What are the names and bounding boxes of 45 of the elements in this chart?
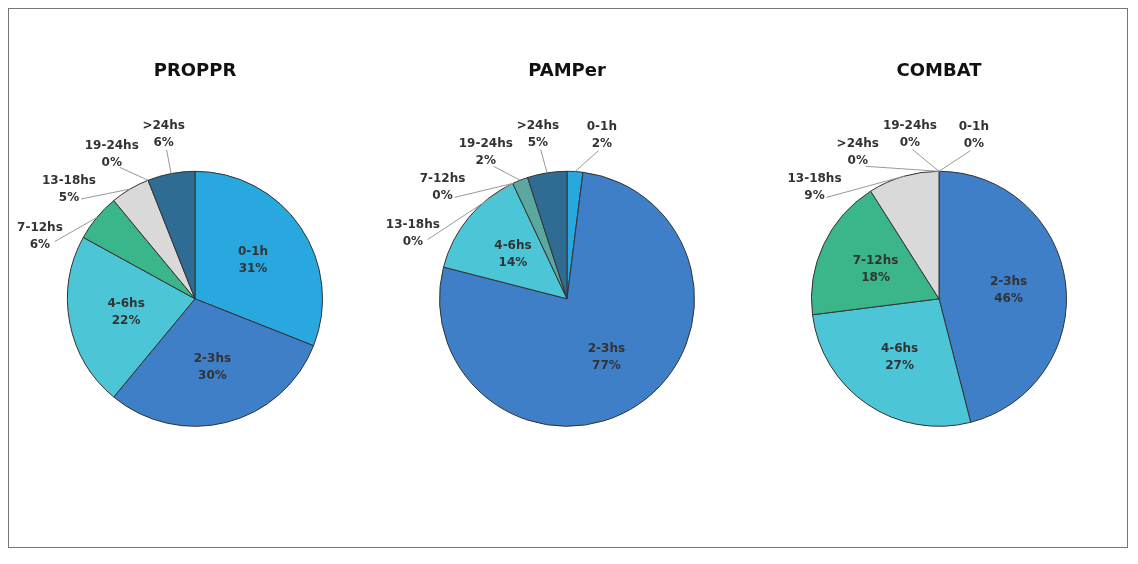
chart-title: PAMPer — [528, 59, 606, 81]
data-label: 5% — [58, 189, 80, 204]
data-label: 18% — [861, 270, 890, 285]
data-label: 9% — [804, 187, 825, 202]
text: 0% — [899, 134, 921, 149]
category-label: 19-24hs — [882, 117, 937, 132]
data-label: 6% — [153, 135, 174, 150]
slice-label: 2-3hs — [193, 350, 232, 365]
slice-label: 7-12hs — [17, 219, 63, 234]
data-label: 5% — [527, 134, 549, 149]
slice-label: 0-1h — [586, 119, 617, 134]
data-label: 6% — [29, 236, 51, 251]
slice-label: 13-18hs — [41, 172, 97, 187]
slice-label: 0-1h — [237, 243, 269, 258]
text: 0% — [432, 187, 453, 202]
text: 0% — [963, 136, 985, 151]
data-label: 30% — [198, 367, 227, 382]
category-label: 7-12hs — [419, 170, 466, 185]
chart-title: COMBAT — [896, 59, 983, 81]
text: 0% — [101, 154, 122, 169]
data-label: 2% — [475, 153, 496, 168]
slice-label: >24hs — [516, 117, 560, 132]
data-label: 27% — [885, 357, 914, 372]
slice-label: 2-3hs — [587, 340, 626, 355]
slice-label: 7-12hs — [852, 253, 899, 268]
slice-label: >24hs — [142, 118, 185, 133]
category-label: >24hs — [836, 136, 880, 151]
category-label: 13-18hs — [385, 217, 440, 232]
text: 0% — [402, 234, 423, 249]
slice-label: 4-6hs — [107, 296, 145, 311]
category-label: 19-24hs — [84, 137, 139, 152]
data-label: 22% — [111, 313, 141, 328]
chart-title: PROPPR — [153, 59, 237, 81]
slice-label: 2-3hs — [989, 274, 1028, 289]
slice-label: 19-24hs — [458, 136, 513, 151]
slice-label: 4-6hs — [880, 340, 919, 355]
category-label: 0-1h — [958, 119, 989, 134]
data-label: 2% — [591, 136, 613, 151]
slice-label: 13-18hs — [787, 170, 842, 185]
data-label: 77% — [592, 357, 621, 372]
data-label: 31% — [238, 260, 268, 275]
slice-label: 4-6hs — [494, 238, 532, 253]
text: 0% — [847, 153, 868, 168]
data-label: 14% — [498, 255, 528, 270]
data-label: 46% — [994, 291, 1023, 306]
